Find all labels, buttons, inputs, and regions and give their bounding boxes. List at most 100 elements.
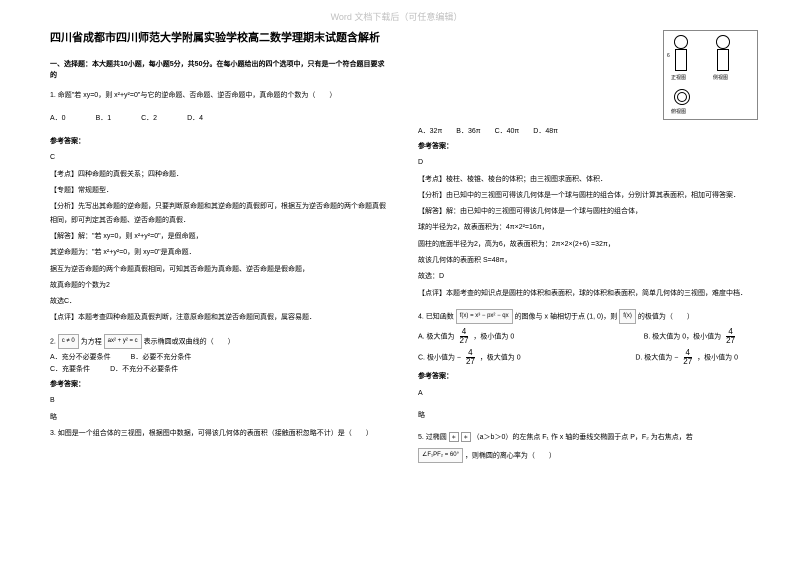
section-heading: 一、选择题：本大题共10小题，每小题5分，共50分。在每小题给出的四个选项中，只…	[50, 59, 390, 81]
diagram-sphere-front	[674, 35, 688, 49]
q5-stem2: ∠F₁PF₂ = 60° ，则椭圆的离心率为（ ）	[418, 448, 758, 463]
q4d-pre: D. 极大值为	[635, 355, 672, 362]
q1-jieda4: 故真命题的个数为2	[50, 279, 390, 292]
q3-opt-d: D．48π	[533, 126, 558, 136]
q4-t2: 的图像与 x 轴相切于点 (1, 0)，则	[515, 314, 618, 321]
q4-t1: 4. 已知函数	[418, 314, 454, 321]
answer-label: 参考答案：	[418, 370, 758, 383]
answer-label: 参考答案：	[50, 135, 390, 148]
q4-stem: 4. 已知函数 f(x) = x³ − px² − qx 的图像与 x 轴相切于…	[418, 309, 758, 324]
q1-jieda2: 其逆命题为："若 x²+y²=0，则 xy=0"是真命题．	[50, 246, 390, 259]
q1-dianping: 【点评】本题考查四种命题及真假判断，注意原命题和其逆否命题同真假，属容易题．	[50, 311, 390, 324]
q3-jd4: 故该几何体的表面积 S=48π，	[418, 254, 758, 267]
q2-cond: c ≠ 0	[58, 334, 79, 349]
q3-kd: 【考点】棱柱、棱锥、棱台的体积；由三视图求面积、体积．	[418, 173, 758, 186]
q3-jd2: 球的半径为2，故表面积为：4π×2²=16π，	[418, 221, 758, 234]
q1-jieda5: 故选C．	[50, 295, 390, 308]
q3-opt-c: C．40π	[495, 126, 520, 136]
q1-opt-c: C．2	[141, 113, 157, 123]
q4-opt-a: A. 极大值为 427 ，极小值为 0	[418, 328, 514, 345]
q2-num: 2.	[50, 338, 56, 345]
q4-answer: A	[418, 387, 758, 400]
q2-text1: 为方程	[81, 338, 102, 345]
q3-dp: 【点评】本题考查的知识点是圆柱的体积和表面积，球的体积和表面积，简单几何体的三视…	[418, 287, 758, 300]
page-container: 四川省成都市四川师范大学附属实验学校高二数学理期末试题含解析 一、选择题：本大题…	[0, 0, 793, 476]
diagram-cyl-front	[675, 49, 687, 71]
q3-jd5: 故选：D	[418, 270, 758, 283]
q2-lue: 略	[50, 411, 390, 424]
q4-t3: 的极值为（ ）	[638, 314, 694, 321]
q1-options: A．0 B．1 C．2 D．4	[50, 113, 390, 123]
ellipse-eq-icon: ＊	[461, 432, 471, 442]
q2-options-row1: A．充分不必要条件 B．必要不充分条件	[50, 352, 390, 362]
q1-opt-d: D．4	[187, 113, 203, 123]
q4-options-row1: A. 极大值为 427 ，极小值为 0 B. 极大值为 0，极小值为 427	[418, 328, 758, 345]
q1-kaodian: 【考点】四种命题的真假关系；四种命题．	[50, 168, 390, 181]
ellipse-eq-icon: ＊	[449, 432, 459, 442]
q2-options-row2: C．充要条件 D．不充分不必要条件	[50, 364, 390, 374]
q2-opt-d: D．不充分不必要条件	[110, 364, 178, 374]
fraction-icon: 427	[681, 349, 694, 366]
answer-label: 参考答案：	[418, 140, 758, 153]
diagram-cyl-side	[717, 49, 729, 71]
q2-eq: ax² + y² = c	[104, 334, 142, 349]
diagram-sphere-side	[716, 35, 730, 49]
q3-jd3: 圆柱的底面半径为2，高为6，故表面积为：2π×2×(2+6) =32π，	[418, 238, 758, 251]
q4-opt-c: C. 极小值为 − 427 ，极大值为 0	[418, 349, 521, 366]
dim-h: 6	[667, 53, 670, 59]
q2-stem: 2. c ≠ 0 为方程 ax² + y² = c 表示椭圆或双曲线的（ ）	[50, 334, 390, 349]
q1-jieda3: 据互为逆否命题的两个命题真假相同，可知其否命题为真命题、逆否命题是假命题，	[50, 263, 390, 276]
q3-options: A．32π B．36π C．40π D．48π	[418, 126, 758, 136]
q3-answer: D	[418, 156, 758, 169]
q2-opt-c: C．充要条件	[50, 364, 90, 374]
q2-opt-b: B．必要不充分条件	[131, 352, 192, 362]
q4b-pre: B. 极大值为 0，极小值为	[644, 334, 721, 341]
left-column: 四川省成都市四川师范大学附属实验学校高二数学理期末试题含解析 一、选择题：本大题…	[50, 30, 390, 466]
q4-fx-eq: f(x) = x³ − px² − qx	[456, 309, 513, 324]
q2-answer: B	[50, 394, 390, 407]
q4-fx: f(x)	[619, 309, 636, 324]
q4a-pre: A. 极大值为	[418, 334, 455, 341]
q4a-post: ，极小值为 0	[473, 334, 514, 341]
q1-zhuanti: 【专题】常规题型．	[50, 184, 390, 197]
q4c-post: ，极大值为 0	[480, 355, 521, 362]
q4c-pre: C. 极小值为	[418, 355, 455, 362]
q1-jieda1: 【解答】解："若 xy=0，则 x²+y²=0"，是假命题，	[50, 230, 390, 243]
q3-opt-b: B．36π	[456, 126, 480, 136]
label-side: 侧视图	[713, 74, 728, 81]
q4-lue: 略	[418, 409, 758, 422]
q3-jd1: 【解答】解：由已知中的三视图可得该几何体是一个球与圆柱的组合体，	[418, 205, 758, 218]
q1-stem: 1. 命题"若 xy=0，则 x²+y²=0"与它的逆命题、否命题、逆否命题中，…	[50, 89, 390, 102]
q1-answer: C	[50, 151, 390, 164]
label-front: 正视图	[671, 74, 686, 81]
q4-opt-d: D. 极大值为 − 427 ，极小值为 0	[635, 349, 738, 366]
q1-opt-a: A．0	[50, 113, 66, 123]
q5-t1: 5. 过椭圆	[418, 434, 447, 441]
q2-opt-a: A．充分不必要条件	[50, 352, 111, 362]
neg-sign: −	[457, 355, 461, 362]
fraction-icon: 427	[458, 328, 471, 345]
diagram-top-inner	[677, 92, 687, 102]
q4d-post: ，极小值为 0	[697, 355, 738, 362]
q1-opt-b: B．1	[96, 113, 112, 123]
q3-fx: 【分析】由已知中的三视图可得该几何体是一个球与圆柱的组合体，分别计算其表面积，相…	[418, 189, 758, 202]
q4-options-row2: C. 极小值为 − 427 ，极大值为 0 D. 极大值为 − 427 ，极小值…	[418, 349, 758, 366]
answer-label: 参考答案：	[50, 378, 390, 391]
fraction-icon: 427	[464, 349, 477, 366]
neg-sign: −	[674, 355, 678, 362]
q3-stem: 3. 如图是一个组合体的三视图，根据图中数据，可得该几何体的表面积（接触面积忽略…	[50, 427, 390, 440]
label-top: 俯视图	[671, 108, 686, 115]
three-view-diagram: 6 正视图 侧视图 俯视图	[663, 30, 758, 120]
q2-text2: 表示椭圆或双曲线的（ ）	[144, 338, 235, 345]
q5-t3: ，则椭圆的离心率为（ ）	[465, 452, 556, 459]
doc-title: 四川省成都市四川师范大学附属实验学校高二数学理期末试题含解析	[50, 30, 390, 47]
q1-fenxi: 【分析】先写出其命题的逆命题，只要判断原命题和其逆命题的真假即可，根据互为逆否命…	[50, 200, 390, 227]
right-column: 6 正视图 侧视图 俯视图 A．32π B．36π C．40π D．48π 参考…	[418, 30, 758, 466]
angle-eq: ∠F₁PF₂ = 60°	[418, 448, 463, 463]
q5-t2: （a＞b＞0）的左焦点 F₁ 作 x 轴的垂线交椭圆于点 P，F₂ 为右焦点，若	[473, 434, 693, 441]
q5-stem: 5. 过椭圆 ＊ ＊ （a＞b＞0）的左焦点 F₁ 作 x 轴的垂线交椭圆于点 …	[418, 431, 758, 444]
fraction-icon: 427	[724, 328, 737, 345]
watermark-text: Word 文档下载后（可任意编辑）	[0, 10, 793, 23]
q3-opt-a: A．32π	[418, 126, 442, 136]
q4-opt-b: B. 极大值为 0，极小值为 427	[644, 328, 738, 345]
